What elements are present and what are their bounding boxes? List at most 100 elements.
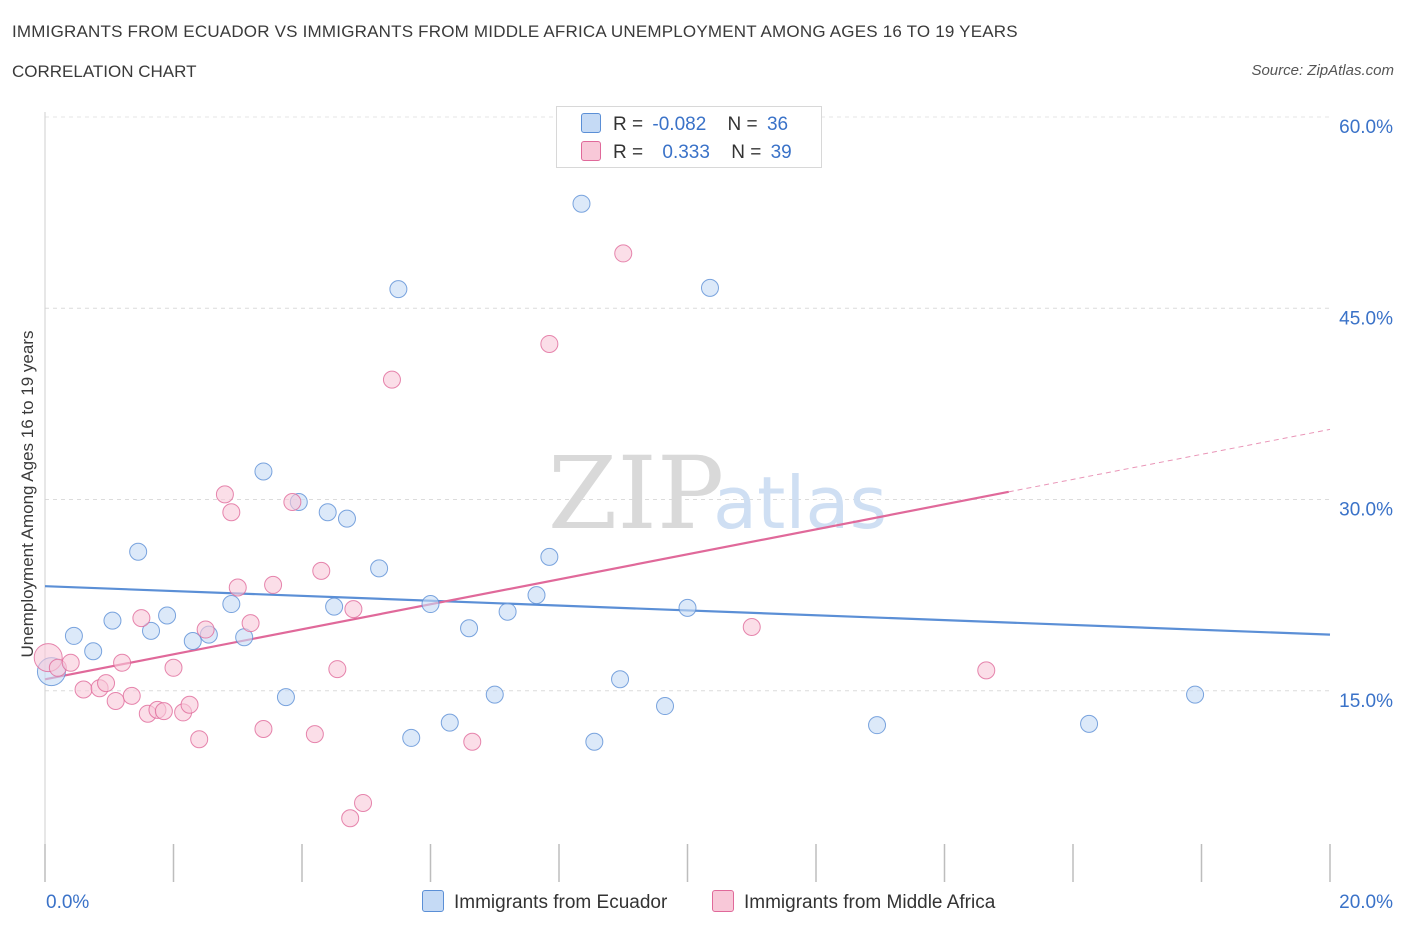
- legend-swatch-middle-africa: [581, 141, 601, 161]
- y-tick-label: 15.0%: [1339, 691, 1393, 712]
- y-axis-label: Unemployment Among Ages 16 to 19 years: [18, 330, 37, 658]
- data-point: [254, 720, 273, 738]
- stats-legend: R = -0.082 N = 36 R = 0.333 N = 39: [556, 106, 822, 168]
- data-point: [354, 793, 373, 812]
- axes: [44, 112, 1331, 882]
- data-point: [132, 609, 151, 628]
- bottom-legend-label-ecuador: Immigrants from Ecuador: [454, 892, 668, 913]
- legend-row-middle-africa: R = 0.333 N = 39: [581, 141, 792, 164]
- data-point: [312, 561, 331, 580]
- data-point: [264, 575, 283, 594]
- watermark-atlas: atlas: [713, 461, 887, 545]
- data-point: [164, 658, 183, 677]
- r-value-ecuador: -0.082: [652, 114, 707, 135]
- data-point: [222, 595, 241, 614]
- r-label: R =: [613, 142, 644, 163]
- data-point: [611, 670, 630, 689]
- data-point: [222, 503, 241, 522]
- data-point: [344, 600, 363, 619]
- data-point: [64, 626, 83, 645]
- data-point: [142, 621, 161, 640]
- data-point: [196, 620, 215, 639]
- data-point: [421, 595, 440, 614]
- data-point: [276, 688, 295, 707]
- data-point: [614, 244, 633, 263]
- data-point: [103, 611, 122, 630]
- data-point: [129, 542, 148, 561]
- watermark-zip: ZIP: [548, 435, 724, 552]
- data-point: [485, 685, 504, 704]
- data-point: [61, 653, 80, 672]
- data-point: [540, 334, 559, 353]
- bottom-legend-swatch-middle-africa: [712, 890, 734, 912]
- data-point: [328, 660, 347, 679]
- data-point: [540, 547, 559, 566]
- bottom-legend-swatch-ecuador: [422, 890, 444, 912]
- legend-swatch-ecuador: [581, 113, 601, 133]
- bottom-legend-label-middle-africa: Immigrants from Middle Africa: [744, 892, 996, 913]
- y-tick-label: 30.0%: [1339, 500, 1393, 521]
- data-point: [283, 493, 302, 512]
- data-point: [241, 614, 260, 633]
- data-point: [183, 632, 202, 651]
- data-point: [402, 728, 421, 747]
- y-tick-label: 45.0%: [1339, 308, 1393, 329]
- data-point: [190, 730, 209, 749]
- chart-subtitle: CORRELATION CHART: [12, 62, 197, 81]
- n-label: N =: [727, 114, 758, 135]
- data-point: [572, 194, 591, 213]
- trend-line-1: [44, 490, 1009, 681]
- data-point: [678, 598, 697, 617]
- data-point: [180, 695, 199, 714]
- data-point: [527, 586, 546, 605]
- r-value-middle-africa: 0.333: [662, 142, 710, 163]
- data-point: [113, 653, 132, 672]
- bottom-legend-middle-africa: Immigrants from Middle Africa: [712, 890, 995, 914]
- data-point: [1186, 685, 1205, 704]
- data-point: [84, 642, 103, 661]
- data-point: [440, 713, 459, 732]
- data-point: [1080, 714, 1099, 733]
- data-point: [463, 732, 482, 751]
- data-point: [122, 686, 141, 705]
- data-point: [106, 691, 125, 710]
- data-point: [382, 370, 401, 389]
- data-point: [97, 674, 116, 693]
- n-label: N =: [731, 142, 762, 163]
- data-points: [33, 194, 1205, 828]
- source-label: Source: ZipAtlas.com: [1251, 62, 1394, 79]
- data-point: [305, 725, 324, 744]
- data-point: [254, 462, 273, 481]
- n-value-ecuador: 36: [766, 114, 789, 135]
- data-point: [215, 485, 234, 504]
- data-point: [154, 702, 173, 721]
- n-value-middle-africa: 39: [770, 142, 792, 163]
- data-point: [74, 680, 93, 699]
- data-point: [585, 732, 604, 751]
- data-point: [341, 809, 360, 828]
- bottom-legend-ecuador: Immigrants from Ecuador: [422, 890, 667, 914]
- data-point: [742, 618, 761, 636]
- data-point: [460, 619, 479, 638]
- data-point: [498, 602, 517, 621]
- data-point: [318, 503, 337, 522]
- data-point: [977, 661, 996, 680]
- data-point: [158, 606, 177, 625]
- tick-labels: 15.0% 30.0% 45.0% 60.0% 0.0% 20.0%: [46, 117, 1393, 913]
- chart-title: IMMIGRANTS FROM ECUADOR VS IMMIGRANTS FR…: [12, 22, 1018, 41]
- data-point: [389, 280, 408, 299]
- y-tick-label: 60.0%: [1339, 117, 1393, 138]
- data-point: [370, 559, 389, 578]
- data-point: [868, 716, 887, 735]
- x-tick-label: 0.0%: [46, 892, 89, 913]
- data-point: [656, 697, 675, 716]
- trend-line-extension-1: [1008, 428, 1331, 493]
- data-point: [228, 578, 247, 597]
- r-label: R =: [613, 114, 644, 135]
- data-point: [337, 509, 356, 528]
- data-point: [325, 597, 344, 616]
- legend-row-ecuador: R = -0.082 N = 36: [581, 113, 788, 136]
- x-tick-label: 20.0%: [1339, 892, 1393, 913]
